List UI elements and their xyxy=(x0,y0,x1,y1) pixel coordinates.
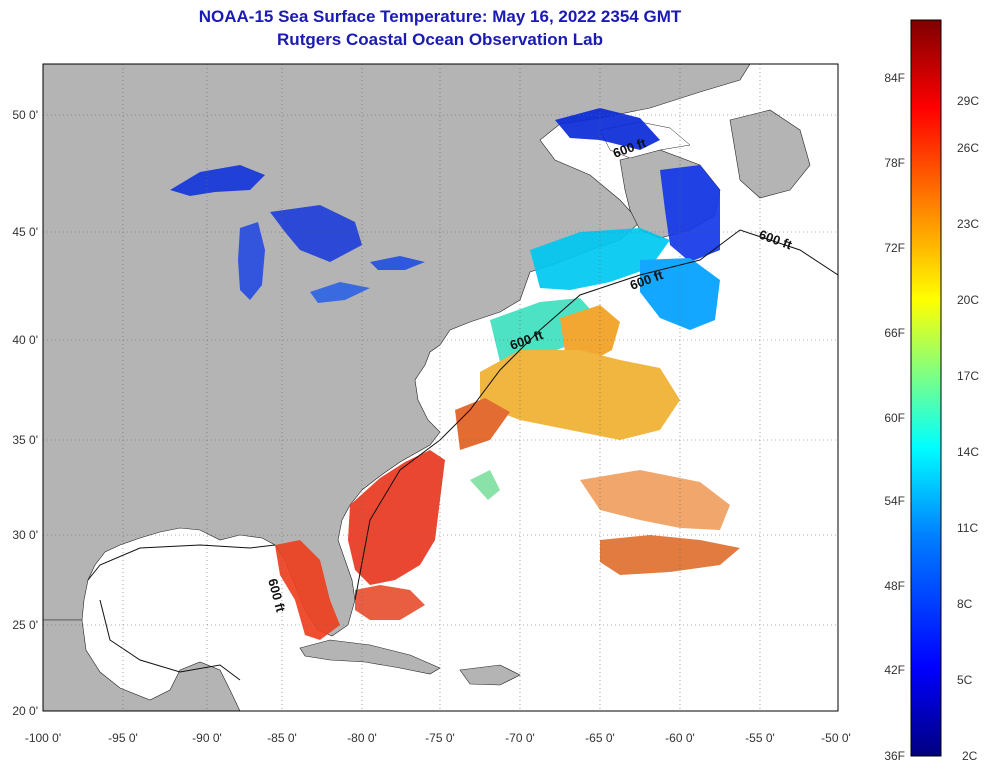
lake-superior xyxy=(170,165,265,196)
x-tick-label: -75 0' xyxy=(425,731,455,745)
colorbar-c-label: 17C xyxy=(957,369,979,383)
colorbar-c-label: 23C xyxy=(957,217,979,231)
colorbar-f-label: 78F xyxy=(884,156,905,170)
y-tick-label: 35 0' xyxy=(12,433,38,447)
colorbar-f-label: 66F xyxy=(884,326,905,340)
y-axis-ticks: 50 0' 45 0' 40 0' 35 0' 30 0' 25 0' 20 0… xyxy=(12,108,38,718)
lake-ontario xyxy=(370,256,425,270)
land-mexico xyxy=(43,619,241,711)
x-axis-ticks: -100 0' -95 0' -90 0' -85 0' -80 0' -75 … xyxy=(25,731,851,745)
map-frame xyxy=(42,63,839,712)
land-cuba xyxy=(299,639,441,675)
y-tick-label: 25 0' xyxy=(12,618,38,632)
lake-michigan xyxy=(238,222,265,300)
colorbar-c-label: 26C xyxy=(957,141,979,155)
land-hispaniola xyxy=(459,664,521,686)
isobath-gulf xyxy=(99,599,241,681)
colorbar-c-label: 2C xyxy=(962,749,978,763)
x-tick-label: -80 0' xyxy=(347,731,377,745)
chart-subtitle: Rutgers Coastal Ocean Observation Lab xyxy=(277,30,603,49)
colorbar-c-label: 29C xyxy=(957,94,979,108)
x-tick-label: -100 0' xyxy=(25,731,61,745)
isobath-600ft xyxy=(87,229,838,601)
colorbar-c-label: 20C xyxy=(957,293,979,307)
colorbar xyxy=(910,19,942,757)
x-tick-label: -65 0' xyxy=(585,731,615,745)
lake-huron xyxy=(270,205,362,262)
lake-erie xyxy=(310,282,370,303)
colorbar-f-label: 48F xyxy=(884,579,905,593)
y-tick-label: 20 0' xyxy=(12,704,38,718)
colorbar-f-label: 72F xyxy=(884,241,905,255)
x-tick-label: -55 0' xyxy=(745,731,775,745)
y-tick-label: 45 0' xyxy=(12,225,38,239)
graticule xyxy=(43,64,838,711)
x-tick-label: -60 0' xyxy=(665,731,695,745)
colorbar-c-labels: 29C 26C 23C 20C 17C 14C 11C 8C 5C 2C xyxy=(957,94,979,763)
colorbar-c-label: 11C xyxy=(957,521,978,535)
colorbar-f-label: 42F xyxy=(884,663,905,677)
colorbar-f-labels: 84F 78F 72F 66F 60F 54F 48F 42F 36F xyxy=(884,71,905,763)
colorbar-c-label: 8C xyxy=(957,597,973,611)
colorbar-f-label: 36F xyxy=(884,749,905,763)
land-north-america xyxy=(43,64,751,637)
colorbar-f-label: 54F xyxy=(884,494,905,508)
colorbar-f-label: 60F xyxy=(884,411,905,425)
sst-field xyxy=(275,108,740,640)
x-tick-label: -70 0' xyxy=(505,731,535,745)
land-newfoundland xyxy=(729,109,811,199)
colorbar-f-label: 84F xyxy=(884,71,905,85)
colorbar-c-label: 5C xyxy=(957,673,973,687)
colorbar-c-label: 14C xyxy=(957,445,979,459)
y-tick-label: 30 0' xyxy=(12,528,38,542)
x-tick-label: -85 0' xyxy=(267,731,297,745)
x-tick-label: -50 0' xyxy=(821,731,851,745)
x-tick-label: -95 0' xyxy=(108,731,138,745)
y-tick-label: 40 0' xyxy=(12,333,38,347)
x-tick-label: -90 0' xyxy=(192,731,222,745)
y-tick-label: 50 0' xyxy=(12,108,38,122)
chart-title: NOAA-15 Sea Surface Temperature: May 16,… xyxy=(198,7,682,26)
